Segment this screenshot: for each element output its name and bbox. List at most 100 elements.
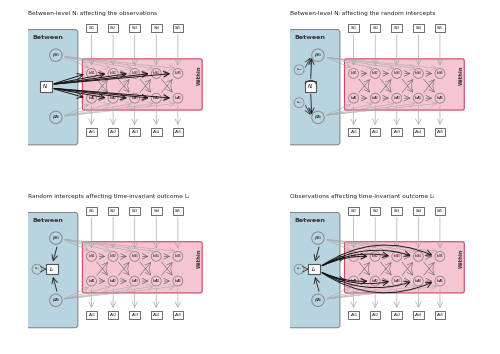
Text: Within: Within — [460, 65, 464, 85]
Text: $kA_{3}$: $kA_{3}$ — [393, 95, 401, 102]
FancyBboxPatch shape — [413, 311, 424, 319]
Text: $kA_{5}$: $kA_{5}$ — [174, 95, 182, 102]
Text: $\beta S_i$: $\beta S_i$ — [314, 234, 322, 242]
FancyBboxPatch shape — [348, 128, 359, 136]
Text: $\varepsilon_{BS}$: $\varepsilon_{BS}$ — [296, 67, 302, 73]
Text: $A_{i3}$: $A_{i3}$ — [393, 129, 400, 136]
Text: $S_{i5}$: $S_{i5}$ — [174, 24, 182, 32]
Circle shape — [435, 251, 445, 261]
Text: $S_{i1}$: $S_{i1}$ — [88, 24, 95, 32]
FancyBboxPatch shape — [86, 128, 97, 136]
Circle shape — [348, 276, 358, 286]
FancyBboxPatch shape — [348, 207, 359, 215]
Text: $S_{i5}$: $S_{i5}$ — [436, 24, 444, 32]
Circle shape — [152, 69, 161, 79]
Text: $A_{i2}$: $A_{i2}$ — [109, 311, 117, 319]
Circle shape — [130, 93, 140, 103]
FancyBboxPatch shape — [172, 311, 183, 319]
FancyBboxPatch shape — [86, 24, 97, 32]
Circle shape — [86, 69, 97, 79]
FancyBboxPatch shape — [370, 311, 380, 319]
Circle shape — [370, 93, 380, 103]
FancyBboxPatch shape — [130, 128, 140, 136]
Circle shape — [414, 276, 424, 286]
Circle shape — [108, 276, 118, 286]
Text: Random intercepts affecting time-invariant outcome Lᵢ: Random intercepts affecting time-invaria… — [28, 194, 189, 199]
Text: $kA_{2}$: $kA_{2}$ — [109, 95, 117, 102]
Text: $S_{i2}$: $S_{i2}$ — [372, 24, 379, 32]
Text: $kA_{4}$: $kA_{4}$ — [414, 95, 422, 102]
Circle shape — [294, 98, 304, 108]
FancyBboxPatch shape — [130, 207, 140, 215]
Circle shape — [392, 93, 402, 103]
Text: $kS_{3}$: $kS_{3}$ — [393, 253, 400, 260]
Text: $kS_{1}$: $kS_{1}$ — [350, 70, 358, 77]
Text: $kA_{3}$: $kA_{3}$ — [393, 277, 401, 285]
Text: Between: Between — [32, 218, 63, 223]
Text: $kA_{5}$: $kA_{5}$ — [436, 95, 444, 102]
Text: $kA_{1}$: $kA_{1}$ — [350, 277, 358, 285]
Text: $kS_{4}$: $kS_{4}$ — [414, 253, 422, 260]
Circle shape — [370, 69, 380, 79]
FancyBboxPatch shape — [348, 311, 359, 319]
Text: $A_{i5}$: $A_{i5}$ — [436, 311, 444, 319]
FancyBboxPatch shape — [151, 207, 162, 215]
Circle shape — [130, 276, 140, 286]
FancyBboxPatch shape — [108, 311, 118, 319]
FancyBboxPatch shape — [344, 59, 465, 110]
Text: $S_{i4}$: $S_{i4}$ — [414, 24, 422, 32]
Circle shape — [435, 69, 445, 79]
Text: Between: Between — [294, 35, 325, 40]
Text: Within: Within — [197, 65, 202, 85]
Text: $A_{i1}$: $A_{i1}$ — [350, 311, 358, 319]
Text: $kS_{3}$: $kS_{3}$ — [393, 70, 400, 77]
Text: $A_{i3}$: $A_{i3}$ — [393, 311, 400, 319]
FancyBboxPatch shape — [370, 128, 380, 136]
Text: $\beta A_i$: $\beta A_i$ — [314, 296, 322, 304]
Text: $A_{i3}$: $A_{i3}$ — [131, 129, 138, 136]
Text: $\beta S_i$: $\beta S_i$ — [52, 234, 60, 242]
Circle shape — [50, 111, 62, 124]
Text: $kS_{5}$: $kS_{5}$ — [174, 70, 182, 77]
Text: $kS_{2}$: $kS_{2}$ — [372, 70, 379, 77]
Text: $S_{i2}$: $S_{i2}$ — [110, 24, 117, 32]
Circle shape — [50, 232, 62, 244]
Circle shape — [173, 93, 183, 103]
Text: $kA_{1}$: $kA_{1}$ — [350, 95, 358, 102]
Circle shape — [414, 251, 424, 261]
Text: $S_{i4}$: $S_{i4}$ — [152, 207, 160, 215]
FancyBboxPatch shape — [82, 59, 202, 110]
Text: $kS_{3}$: $kS_{3}$ — [131, 253, 138, 260]
FancyBboxPatch shape — [108, 207, 118, 215]
FancyBboxPatch shape — [26, 30, 78, 145]
FancyBboxPatch shape — [413, 207, 424, 215]
Circle shape — [312, 49, 324, 61]
Text: $kS_{2}$: $kS_{2}$ — [109, 253, 117, 260]
Circle shape — [414, 69, 424, 79]
Text: $S_{i5}$: $S_{i5}$ — [174, 207, 182, 215]
FancyBboxPatch shape — [46, 264, 58, 274]
FancyBboxPatch shape — [308, 264, 320, 274]
Circle shape — [392, 69, 402, 79]
FancyBboxPatch shape — [108, 24, 118, 32]
Circle shape — [414, 93, 424, 103]
Circle shape — [32, 264, 42, 274]
Text: $S_{i2}$: $S_{i2}$ — [372, 207, 379, 215]
Circle shape — [312, 111, 324, 124]
Circle shape — [173, 69, 183, 79]
FancyBboxPatch shape — [151, 311, 162, 319]
Text: $kA_{1}$: $kA_{1}$ — [88, 277, 96, 285]
FancyBboxPatch shape — [130, 311, 140, 319]
Text: $kS_{5}$: $kS_{5}$ — [436, 70, 444, 77]
Circle shape — [130, 69, 140, 79]
Circle shape — [152, 276, 161, 286]
Text: $A_{i2}$: $A_{i2}$ — [372, 311, 379, 319]
Text: Between: Between — [294, 218, 325, 223]
Text: $A_{i5}$: $A_{i5}$ — [436, 129, 444, 136]
Text: $\beta S_i$: $\beta S_i$ — [52, 51, 60, 59]
FancyBboxPatch shape — [151, 24, 162, 32]
Text: $S_{i3}$: $S_{i3}$ — [393, 207, 400, 215]
FancyBboxPatch shape — [288, 30, 340, 145]
Circle shape — [86, 93, 97, 103]
Circle shape — [294, 264, 304, 274]
